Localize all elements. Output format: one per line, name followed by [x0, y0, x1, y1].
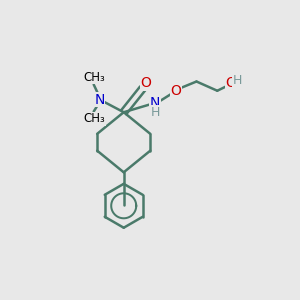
- Text: CH₃: CH₃: [83, 70, 105, 84]
- Text: H: H: [233, 74, 242, 87]
- Text: N: N: [150, 97, 160, 110]
- Text: CH₃: CH₃: [83, 112, 105, 125]
- Text: N: N: [94, 92, 105, 106]
- Text: O: O: [226, 76, 237, 90]
- Text: O: O: [140, 76, 151, 90]
- Text: H: H: [151, 106, 160, 119]
- Text: O: O: [170, 84, 181, 98]
